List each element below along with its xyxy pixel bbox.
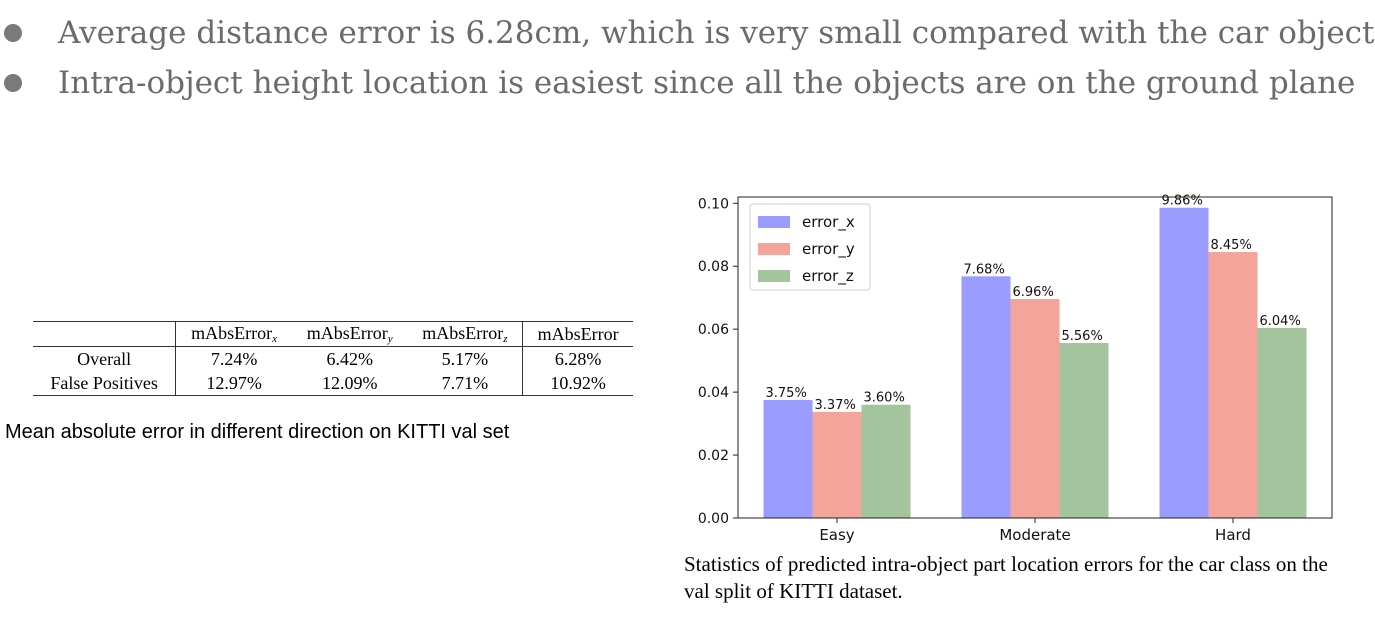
bar-error_z xyxy=(1059,343,1109,518)
bar-value-label: 8.45% xyxy=(1211,238,1252,253)
error-table: mAbsErrorx mAbsErrory mAbsErrorz mAbsErr… xyxy=(33,321,633,396)
table-header-y: mAbsErrory xyxy=(306,323,393,345)
bar-value-label: 5.56% xyxy=(1062,329,1103,344)
bar-error_y xyxy=(812,411,862,518)
bullet-item: Average distance error is 6.28cm, which … xyxy=(0,8,1375,58)
table-cell: 12.09% xyxy=(321,372,378,393)
y-tick-label: 0.06 xyxy=(698,322,729,338)
table-cell: 6.42% xyxy=(326,348,373,369)
x-tick-label: Easy xyxy=(819,526,854,544)
table-header-total: mAbsError xyxy=(537,323,619,344)
y-tick-label: 0.02 xyxy=(698,448,729,464)
bullet-list: Average distance error is 6.28cm, which … xyxy=(0,8,1375,108)
chart-caption: Statistics of predicted intra-object par… xyxy=(684,552,1328,603)
bullet-text: Intra-object height location is easiest … xyxy=(58,65,1356,101)
bar-value-label: 3.37% xyxy=(815,398,856,413)
table-row: Overall 7.24% 6.42% 5.17% 6.28% xyxy=(33,346,633,371)
y-tick-label: 0.04 xyxy=(698,385,729,401)
bar-error_y xyxy=(1010,298,1060,518)
table-row-label: False Positives xyxy=(33,371,177,396)
bar-error_x xyxy=(763,399,813,518)
bar-value-label: 9.86% xyxy=(1162,194,1203,209)
error-table-container: mAbsErrorx mAbsErrory mAbsErrorz mAbsErr… xyxy=(33,321,633,396)
table-cell: 12.97% xyxy=(206,372,262,393)
x-tick-label: Moderate xyxy=(999,526,1070,544)
table-header-corner xyxy=(33,321,177,347)
bar-error_x xyxy=(1159,207,1209,518)
table-row-label: Overall xyxy=(33,346,177,371)
legend-label: error_z xyxy=(802,267,854,286)
bar-value-label: 6.04% xyxy=(1260,314,1301,329)
bar-value-label: 3.75% xyxy=(766,386,807,401)
y-tick-label: 0.00 xyxy=(698,511,729,527)
legend-swatch xyxy=(758,243,790,255)
legend-swatch xyxy=(758,270,790,282)
bullet-text: Average distance error is 6.28cm, which … xyxy=(58,15,1375,51)
bar-error_y xyxy=(1208,252,1258,518)
x-tick-label: Hard xyxy=(1215,526,1251,544)
bar-error_z xyxy=(1257,327,1307,518)
bar-value-label: 3.60% xyxy=(864,391,905,406)
table-header-x: mAbsErrorx xyxy=(191,323,278,345)
table-cell: 7.71% xyxy=(407,371,524,396)
table-cell: 10.92% xyxy=(550,372,606,393)
bullet-dot-icon xyxy=(4,74,22,92)
table-header-row: mAbsErrorx mAbsErrory mAbsErrorz mAbsErr… xyxy=(33,321,633,347)
bar-value-label: 7.68% xyxy=(964,262,1005,277)
table-header-z: mAbsErrorz xyxy=(407,321,524,347)
y-tick-label: 0.08 xyxy=(698,259,729,275)
bar-error_z xyxy=(861,404,911,518)
bullet-item: Intra-object height location is easiest … xyxy=(0,58,1375,108)
table-row: False Positives 12.97% 12.09% 7.71% 10.9… xyxy=(33,371,633,396)
bullet-dot-icon xyxy=(4,24,22,42)
legend-label: error_x xyxy=(802,213,855,232)
bar-error_x xyxy=(961,276,1011,518)
legend-swatch xyxy=(758,216,790,228)
table-cell: 7.24% xyxy=(210,348,258,369)
legend-label: error_y xyxy=(802,240,855,259)
y-tick-label: 0.10 xyxy=(698,196,729,212)
bar-chart: 3.75% 7.68% 9.86% 3.37% 6.96% 8.45% 3.60% 5.56%… xyxy=(698,194,1333,544)
bar-value-label: 6.96% xyxy=(1013,285,1054,300)
table-cell: 5.17% xyxy=(407,346,524,371)
table-caption: Mean absolute error in different directi… xyxy=(5,421,510,443)
table-cell: 6.28% xyxy=(554,348,602,369)
